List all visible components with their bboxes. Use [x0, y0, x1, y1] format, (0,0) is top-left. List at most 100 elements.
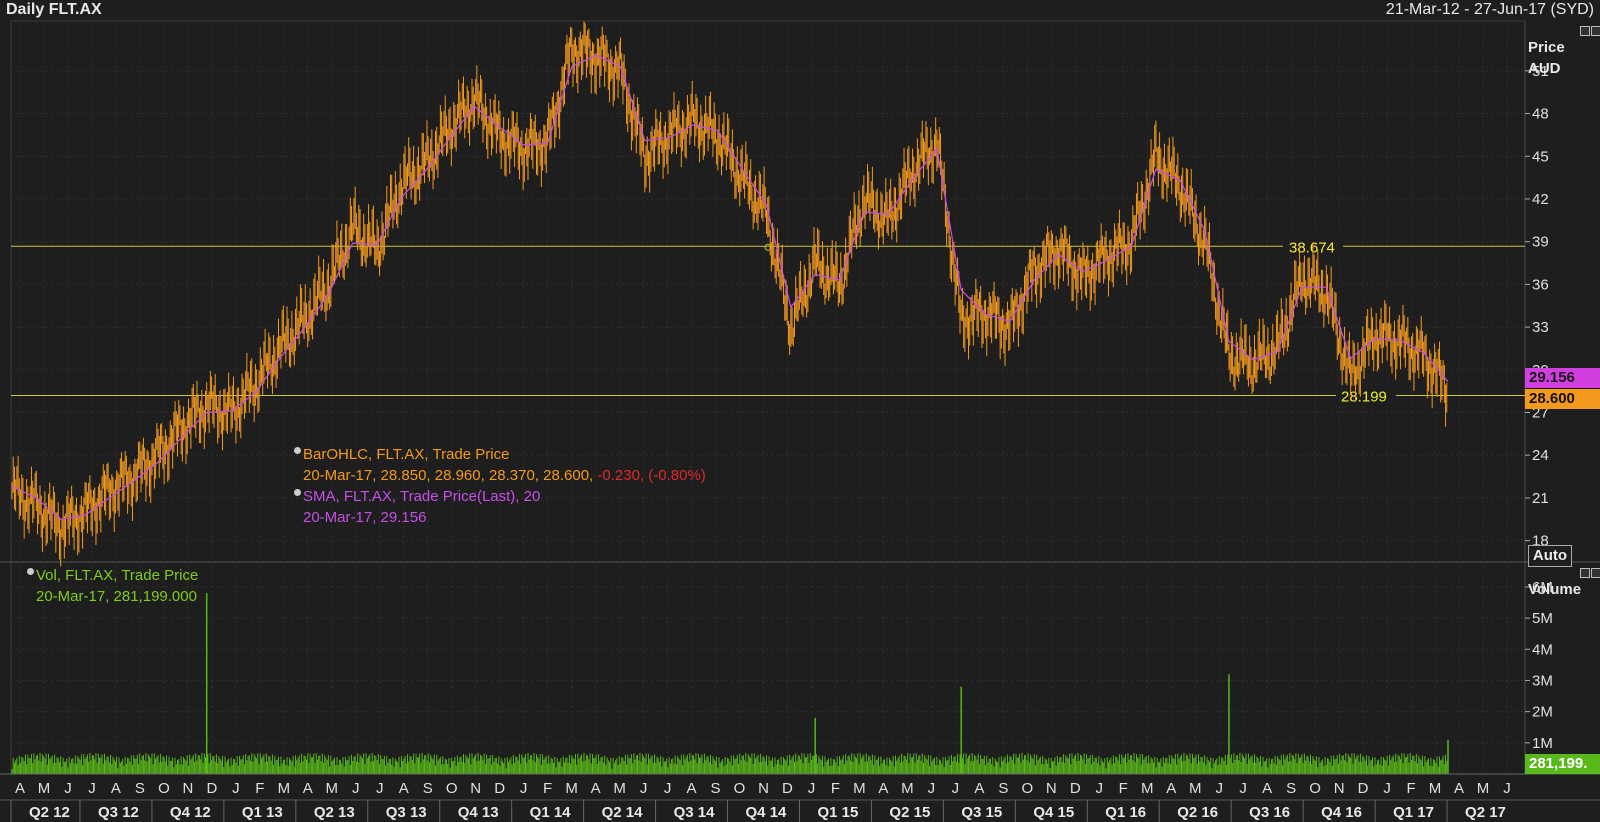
x-month-label: J [1215, 780, 1223, 797]
legend-dot-icon[interactable] [294, 447, 301, 454]
x-month-label: D [1070, 780, 1081, 797]
x-month-label: M [853, 780, 866, 797]
price-axis-title: Price AUD [1528, 39, 1565, 77]
x-quarter-label: Q4 14 [746, 804, 788, 821]
auto-scale-button[interactable]: Auto [1528, 545, 1572, 567]
x-month-label: F [1406, 780, 1415, 797]
x-month-label: J [376, 780, 384, 797]
volume-panel [10, 561, 1526, 775]
sma-series-values: 20-Mar-17, 29.156 [303, 509, 427, 526]
x-month-label: O [1309, 780, 1321, 797]
x-month-label: A [1454, 780, 1464, 797]
x-month-label: J [664, 780, 672, 797]
x-month-label: J [1383, 780, 1391, 797]
volume-bars [11, 593, 1449, 774]
x-month-label: M [1477, 780, 1490, 797]
x-month-label: J [1239, 780, 1247, 797]
x-month-label: S [135, 780, 145, 797]
x-month-label: J [352, 780, 360, 797]
x-month-label: D [782, 780, 793, 797]
x-month-label: J [640, 780, 648, 797]
x-month-label: S [423, 780, 433, 797]
x-quarter-label: Q1 14 [530, 804, 572, 821]
volume-close-icon[interactable] [1591, 568, 1600, 578]
volume-series-name: Vol, FLT.AX, Trade Price [36, 567, 199, 584]
hline-lower-label: 28.199 [1341, 388, 1387, 405]
x-month-label: S [998, 780, 1008, 797]
close-icon[interactable] [1591, 26, 1600, 36]
x-month-label: O [158, 780, 170, 797]
x-month-label: N [182, 780, 193, 797]
x-quarter-label: Q2 12 [29, 804, 70, 821]
x-month-label: A [687, 780, 697, 797]
x-month-label: J [928, 780, 936, 797]
x-month-label: A [878, 780, 888, 797]
x-quarter-label: Q1 17 [1393, 804, 1434, 821]
x-quarter-label: Q2 13 [314, 804, 355, 821]
restore-icon[interactable] [1580, 26, 1590, 36]
price-bars [11, 21, 1448, 567]
x-quarter-label: Q4 16 [1321, 804, 1362, 821]
price-tick-label: 48 [1532, 106, 1549, 123]
x-month-label: J [64, 780, 72, 797]
x-month-label: F [831, 780, 840, 797]
sma-value-tag: 29.156 [1525, 368, 1600, 388]
x-quarter-label: Q3 12 [98, 804, 139, 821]
x-month-label: J [808, 780, 816, 797]
x-month-label: A [974, 780, 984, 797]
price-tick-label: 21 [1532, 490, 1549, 507]
volume-tick-label: 2M [1532, 704, 1553, 721]
x-month-label: M [38, 780, 51, 797]
legend-dot-icon[interactable] [294, 489, 301, 496]
price-tick-label: 42 [1532, 191, 1549, 208]
volume-tick-label: 6M [1532, 579, 1553, 596]
x-quarter-label: Q2 16 [1177, 804, 1218, 821]
x-quarter-label: Q3 16 [1249, 804, 1290, 821]
x-month-label: O [1021, 780, 1033, 797]
price-tick-label: 33 [1532, 319, 1549, 336]
x-month-label: J [952, 780, 960, 797]
x-quarter-label: Q2 14 [602, 804, 644, 821]
x-month-label: D [494, 780, 505, 797]
x-month-label: A [1262, 780, 1272, 797]
volume-tick-label: 1M [1532, 735, 1553, 752]
x-month-label: M [901, 780, 914, 797]
price-tick-label: 45 [1532, 148, 1549, 165]
x-month-label: N [758, 780, 769, 797]
x-month-label: M [326, 780, 339, 797]
last-price-tag: 28.600 [1525, 389, 1600, 409]
x-quarter-label: Q2 15 [889, 804, 930, 821]
x-month-label: A [15, 780, 25, 797]
x-month-label: N [470, 780, 481, 797]
price-tick-label: 36 [1532, 276, 1549, 293]
price-tick-label: 24 [1532, 447, 1549, 464]
volume-tick-label: 5M [1532, 610, 1553, 627]
sma-line [11, 54, 1449, 520]
x-quarter-label: Q3 13 [386, 804, 427, 821]
x-quarter-label: Q4 12 [170, 804, 211, 821]
legend-dot-icon[interactable] [27, 568, 34, 575]
x-month-label: A [1166, 780, 1176, 797]
x-month-label: A [591, 780, 601, 797]
x-quarter-label: Q3 15 [961, 804, 1002, 821]
x-month-label: M [1429, 780, 1442, 797]
x-month-label: J [88, 780, 96, 797]
volume-tick-label: 3M [1532, 672, 1553, 689]
x-month-label: A [303, 780, 313, 797]
volume-series-values: 20-Mar-17, 281,199.000 [36, 588, 197, 605]
x-month-label: S [1286, 780, 1296, 797]
x-month-label: D [1358, 780, 1369, 797]
x-month-label: N [1046, 780, 1057, 797]
volume-legend: Vol, FLT.AX, Trade Price 20-Mar-17, 281,… [27, 565, 199, 607]
x-month-label: J [1096, 780, 1104, 797]
sma-series-name: SMA, FLT.AX, Trade Price(Last), 20 [303, 488, 541, 505]
bar-series-change: -0.230, (-0.80%) [597, 467, 706, 484]
volume-value-tag: 281,199. [1525, 754, 1600, 774]
hline-upper-label: 38.674 [1289, 239, 1335, 256]
volume-restore-icon[interactable] [1580, 568, 1590, 578]
bar-series-name: BarOHLC, FLT.AX, Trade Price [303, 446, 510, 463]
x-month-label: O [446, 780, 458, 797]
x-month-label: J [1503, 780, 1511, 797]
x-quarter-label: Q1 13 [242, 804, 283, 821]
